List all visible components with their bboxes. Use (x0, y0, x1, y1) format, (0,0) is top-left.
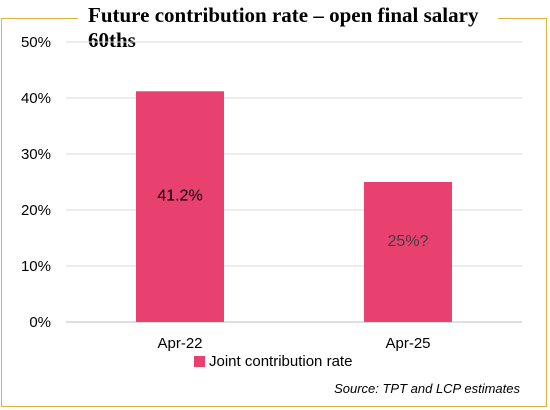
y-tick-label: 10% (21, 258, 51, 275)
data-label: 25%? (388, 233, 429, 250)
y-tick-label: 40% (21, 90, 51, 107)
chart-title: Future contribution rate – open final sa… (78, 3, 498, 53)
bar (136, 91, 224, 322)
bar (364, 182, 452, 322)
x-tick-label: Apr-25 (385, 335, 430, 352)
y-tick-label: 50% (21, 34, 51, 51)
y-tick-label: 0% (29, 314, 51, 331)
source-note: Source: TPT and LCP estimates (334, 381, 520, 396)
data-label: 41.2% (157, 188, 202, 205)
legend-label: Joint contribution rate (209, 353, 353, 370)
y-tick-label: 30% (21, 146, 51, 163)
legend-swatch (194, 356, 205, 367)
legend: Joint contribution rate (194, 353, 352, 370)
y-tick-label: 20% (21, 202, 51, 219)
x-tick-label: Apr-22 (157, 335, 202, 352)
